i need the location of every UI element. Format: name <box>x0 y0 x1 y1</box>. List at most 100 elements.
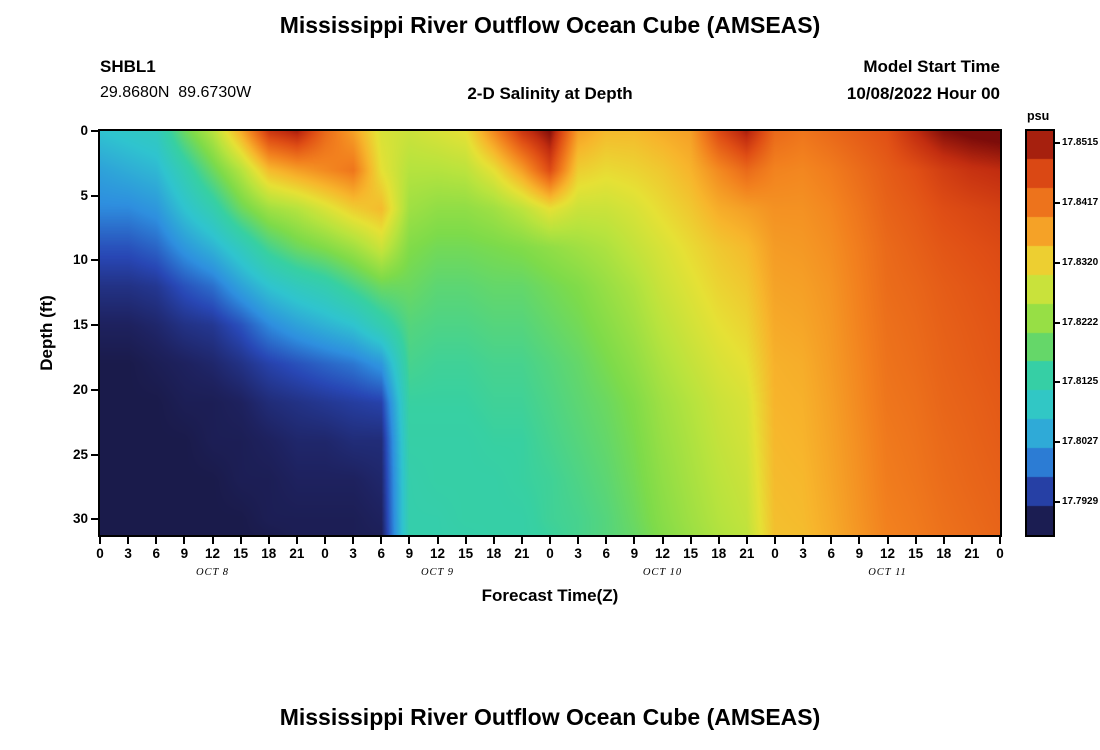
x-tick-label: 12 <box>204 546 221 561</box>
x-tick-label: 15 <box>233 546 249 561</box>
x-tick-mark <box>633 537 636 544</box>
x-tick-label: 15 <box>908 546 924 561</box>
y-tick-label: 0 <box>80 123 88 138</box>
x-tick-label: 18 <box>261 546 277 561</box>
x-tick-label: 21 <box>514 546 530 561</box>
x-tick-label: 6 <box>377 546 386 561</box>
x-tick-label: 6 <box>602 546 611 561</box>
x-tick-label: 21 <box>964 546 980 561</box>
x-tick-mark <box>605 537 608 544</box>
day-label: OCT 10 <box>642 567 683 578</box>
x-tick-mark <box>914 537 917 544</box>
x-tick-mark <box>436 537 439 544</box>
x-tick-label: 15 <box>683 546 699 561</box>
model-start-label: Model Start Time <box>863 57 1000 76</box>
x-tick-label: 12 <box>879 546 896 561</box>
station-coordinates: 29.8680N 89.6730W <box>100 84 252 101</box>
colorbar <box>1025 129 1055 537</box>
x-tick-mark <box>549 537 551 544</box>
y-tick-label: 30 <box>72 511 88 527</box>
x-tick-mark <box>183 537 186 544</box>
x-tick-mark <box>520 537 523 544</box>
x-tick-mark <box>408 537 411 544</box>
x-tick-mark <box>464 537 467 544</box>
x-tick-mark <box>745 537 748 544</box>
x-tick-mark <box>127 537 130 544</box>
y-tick-label: 25 <box>72 446 88 462</box>
x-tick-mark <box>492 537 495 544</box>
x-tick-label: 21 <box>739 546 755 561</box>
y-axis-title: Depth (ft) <box>37 295 56 371</box>
x-tick-label: 9 <box>630 546 639 561</box>
colorbar-tick-label: 17.8417 <box>1062 197 1099 209</box>
colorbar-tick-mark <box>1055 142 1060 145</box>
colorbar-tick-mark <box>1055 500 1060 503</box>
y-tick-mark <box>91 518 98 521</box>
x-tick-label: 12 <box>429 546 446 561</box>
colorbar-tick-label: 17.8222 <box>1062 316 1099 328</box>
x-tick-mark <box>324 537 326 544</box>
y-tick-mark <box>91 324 98 327</box>
x-tick-mark <box>886 537 889 544</box>
x-tick-mark <box>830 537 833 544</box>
x-tick-label: 3 <box>574 546 582 561</box>
x-tick-label: 15 <box>458 546 474 561</box>
model-start-value: 10/08/2022 Hour 00 <box>846 84 1000 103</box>
y-tick-mark <box>91 194 98 197</box>
x-tick-mark <box>99 537 101 544</box>
colorbar-tick-label: 17.8027 <box>1062 435 1099 447</box>
x-tick-mark <box>295 537 298 544</box>
colorbar-tick-mark <box>1055 380 1060 383</box>
colorbar-tick-mark <box>1055 202 1060 205</box>
x-tick-label: 3 <box>124 546 132 561</box>
x-tick-mark <box>999 537 1001 544</box>
second-chart-title: Mississippi River Outflow Ocean Cube (AM… <box>279 704 821 730</box>
station-id: SHBL1 <box>100 57 156 76</box>
x-tick-mark <box>774 537 776 544</box>
y-tick-mark <box>91 130 98 132</box>
x-tick-label: 18 <box>486 546 502 561</box>
x-tick-label: 21 <box>289 546 305 561</box>
colorbar-tick-mark <box>1055 261 1060 264</box>
plot-area <box>98 129 1002 537</box>
chart-subtitle: 2-D Salinity at Depth <box>467 84 633 103</box>
y-tick-mark <box>91 453 98 456</box>
y-tick-label: 20 <box>72 381 88 397</box>
x-tick-mark <box>942 537 945 544</box>
day-label: OCT 11 <box>868 567 907 578</box>
x-tick-label: 3 <box>349 546 357 561</box>
x-tick-mark <box>970 537 973 544</box>
x-tick-label: 18 <box>711 546 727 561</box>
x-tick-label: 9 <box>405 546 414 561</box>
y-tick-label: 15 <box>72 317 88 333</box>
x-tick-label: 0 <box>546 546 554 561</box>
colorbar-canvas <box>1027 131 1053 535</box>
x-tick-label: 9 <box>180 546 189 561</box>
heatmap-canvas <box>100 131 1000 535</box>
x-tick-label: 9 <box>855 546 864 561</box>
x-tick-mark <box>661 537 664 544</box>
chart-title: Mississippi River Outflow Ocean Cube (AM… <box>279 12 821 38</box>
y-tick-label: 5 <box>80 187 88 203</box>
x-tick-label: 6 <box>152 546 161 561</box>
x-axis-title: Forecast Time(Z) <box>481 586 619 605</box>
x-tick-mark <box>380 537 383 544</box>
y-tick-mark <box>91 388 98 391</box>
x-tick-label: 0 <box>96 546 104 561</box>
x-tick-mark <box>155 537 158 544</box>
day-label: OCT 9 <box>420 567 455 578</box>
x-tick-mark <box>577 537 580 544</box>
colorbar-unit-label: psu <box>1027 109 1050 123</box>
colorbar-tick-label: 17.8320 <box>1062 256 1099 268</box>
x-tick-label: 12 <box>654 546 671 561</box>
x-tick-mark <box>211 537 214 544</box>
x-tick-mark <box>239 537 242 544</box>
x-tick-mark <box>267 537 270 544</box>
x-tick-mark <box>717 537 720 544</box>
colorbar-tick-label: 17.8515 <box>1062 137 1099 149</box>
y-tick-label: 10 <box>72 252 88 268</box>
colorbar-tick-mark <box>1055 440 1060 443</box>
x-tick-mark <box>352 537 355 544</box>
y-tick-mark <box>91 259 98 262</box>
